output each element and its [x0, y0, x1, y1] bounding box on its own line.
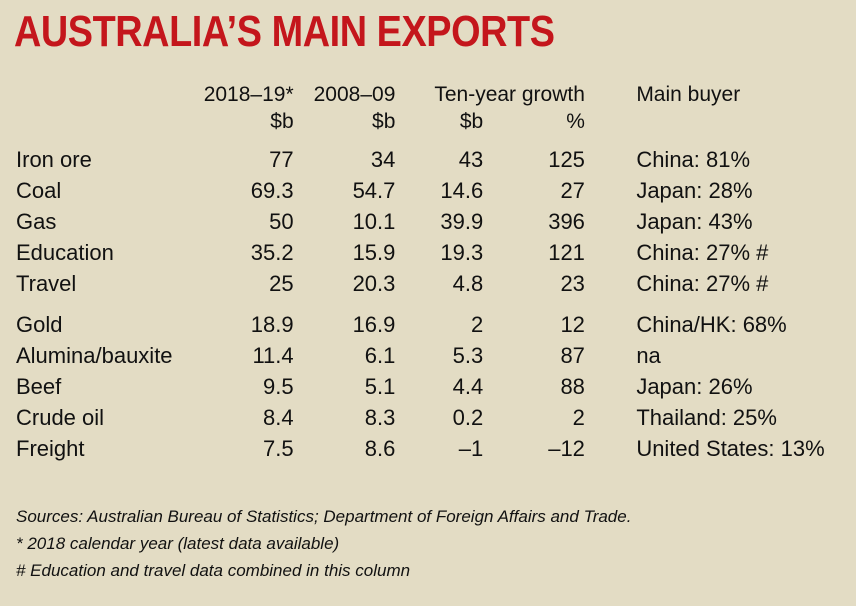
value-2008-09: 5.1: [364, 373, 396, 399]
growth-percent: 27: [560, 177, 585, 203]
main-buyer: China: 27% #: [636, 239, 769, 265]
unit-growth-percent: %: [566, 110, 585, 133]
main-buyer: Thailand: 25%: [636, 404, 777, 430]
main-buyer: China/HK: 68%: [636, 311, 787, 337]
growth-percent: 23: [560, 270, 585, 296]
commodity-name: Iron ore: [16, 146, 92, 172]
footnotes: Sources: Australian Bureau of Statistics…: [16, 503, 631, 584]
header-ten-year-growth: Ten-year growth: [434, 83, 585, 106]
commodity-name: Coal: [16, 177, 62, 203]
main-buyer: China: 81%: [636, 146, 751, 172]
main-buyer: United States: 13%: [636, 435, 825, 461]
header-2008-09: 2008–09: [313, 83, 396, 106]
value-2008-09: 10.1: [352, 208, 396, 234]
value-2008-09: 15.9: [352, 239, 396, 265]
value-2018-19: 9.5: [263, 373, 294, 399]
growth-percent: –12: [548, 435, 585, 461]
sources-note: Sources: Australian Bureau of Statistics…: [16, 507, 632, 526]
commodity-name: Travel: [16, 270, 77, 296]
header-commodity: [14, 80, 194, 110]
value-2018-19: 7.5: [263, 435, 294, 461]
main-buyer: Japan: 26%: [636, 373, 753, 399]
value-2018-19: 35.2: [250, 239, 294, 265]
commodity-name: Beef: [16, 373, 62, 399]
growth-billions: 0.2: [452, 404, 484, 430]
growth-billions: –1: [458, 435, 484, 461]
group-divider: [14, 299, 856, 309]
value-2008-09: 54.7: [352, 177, 396, 203]
growth-percent: 2: [572, 404, 585, 430]
main-buyer: na: [636, 342, 661, 368]
value-2018-19: 18.9: [250, 311, 294, 337]
growth-percent: 396: [548, 208, 585, 234]
table-row: Beef 9.5 5.1 4.4 88 Japan: 26%: [14, 371, 856, 402]
main-buyer: Japan: 43%: [636, 208, 753, 234]
commodity-name: Crude oil: [16, 404, 105, 430]
growth-billions: 43: [458, 146, 484, 172]
table-header-row: 2018–19* 2008–09 Ten-year growth Main bu…: [14, 80, 856, 110]
page-title: AUSTRALIA’S MAIN EXPORTS: [14, 7, 555, 56]
commodity-name: Gas: [16, 208, 57, 234]
header-main-buyer: Main buyer: [636, 83, 741, 106]
commodity-name: Education: [16, 239, 114, 265]
value-2008-09: 8.3: [364, 404, 396, 430]
exports-table: 2018–19* 2008–09 Ten-year growth Main bu…: [14, 80, 856, 464]
value-2018-19: 11.4: [252, 342, 294, 368]
value-2008-09: 6.1: [364, 342, 396, 368]
table-row: Coal 69.3 54.7 14.6 27 Japan: 28%: [14, 175, 856, 206]
growth-percent: 88: [560, 373, 585, 399]
growth-billions: 4.8: [452, 270, 484, 296]
growth-billions: 5.3: [452, 342, 484, 368]
growth-billions: 39.9: [440, 208, 484, 234]
table-row: Education 35.2 15.9 19.3 121 China: 27% …: [14, 237, 856, 268]
unit-2018-19: $b: [270, 110, 294, 133]
table-row: Gold 18.9 16.9 2 12 China/HK: 68%: [14, 309, 856, 340]
table-units-row: $b $b $b %: [14, 110, 856, 144]
commodity-name: Freight: [16, 435, 85, 461]
main-buyer: Japan: 28%: [636, 177, 753, 203]
table-row: Travel 25 20.3 4.8 23 China: 27% #: [14, 268, 856, 299]
unit-growth-billions: $b: [459, 110, 484, 133]
value-2018-19: 8.4: [263, 404, 294, 430]
growth-billions: 19.3: [440, 239, 484, 265]
growth-percent: 87: [560, 342, 585, 368]
header-2018-19: 2018–19*: [203, 83, 294, 106]
table-row: Crude oil 8.4 8.3 0.2 2 Thailand: 25%: [14, 402, 856, 433]
growth-billions: 2: [470, 311, 484, 337]
value-2018-19: 77: [269, 146, 294, 172]
growth-percent: 125: [548, 146, 585, 172]
value-2008-09: 20.3: [352, 270, 396, 296]
value-2018-19: 50: [269, 208, 294, 234]
footnote-hash: # Education and travel data combined in …: [16, 561, 411, 580]
commodity-name: Alumina/bauxite: [16, 342, 173, 368]
table-row: Gas 50 10.1 39.9 396 Japan: 43%: [14, 206, 856, 237]
value-2008-09: 34: [370, 146, 396, 172]
value-2018-19: 25: [269, 270, 294, 296]
value-2008-09: 8.6: [364, 435, 396, 461]
table-row: Iron ore 77 34 43 125 China: 81%: [14, 144, 856, 175]
footnote-star: * 2018 calendar year (latest data availa…: [16, 534, 340, 553]
value-2008-09: 16.9: [352, 311, 396, 337]
main-buyer: China: 27% #: [636, 270, 769, 296]
table-row: Alumina/bauxite 11.4 6.1 5.3 87 na: [14, 340, 856, 371]
growth-percent: 12: [560, 311, 585, 337]
value-2018-19: 69.3: [250, 177, 294, 203]
growth-billions: 4.4: [452, 373, 484, 399]
growth-billions: 14.6: [440, 177, 484, 203]
growth-percent: 121: [548, 239, 585, 265]
commodity-name: Gold: [16, 311, 63, 337]
unit-2008-09: $b: [372, 110, 396, 133]
table-row: Freight 7.5 8.6 –1 –12 United States: 13…: [14, 433, 856, 464]
